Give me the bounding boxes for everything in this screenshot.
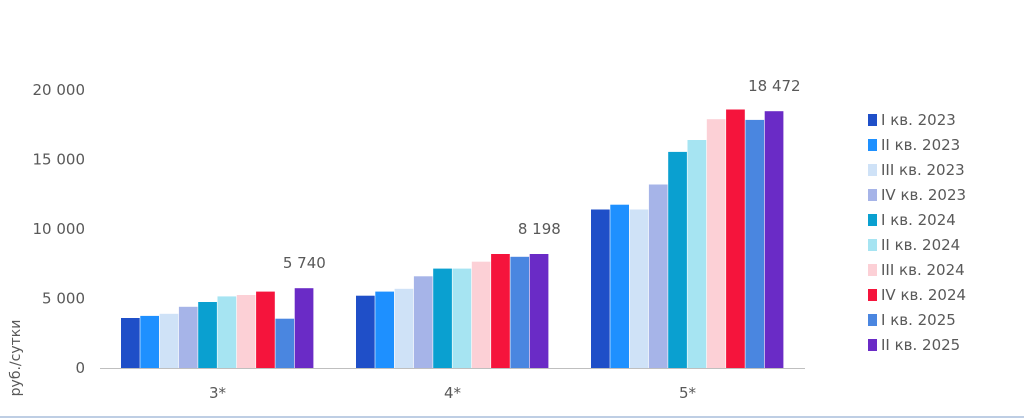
legend-label: IV кв. 2024 xyxy=(881,286,966,304)
bar xyxy=(764,111,784,368)
y-axis: 0 5 000 10 000 15 000 20 000 xyxy=(33,81,86,377)
bar xyxy=(275,318,295,368)
bar xyxy=(375,291,394,368)
bar xyxy=(294,288,314,368)
legend-swatch xyxy=(868,239,877,251)
y-tick-label: 10 000 xyxy=(33,220,86,238)
legend-swatch xyxy=(868,114,877,126)
bar xyxy=(394,288,414,368)
bar xyxy=(433,268,452,368)
bar xyxy=(236,295,256,368)
legend-swatch xyxy=(868,314,877,326)
legend-swatch xyxy=(868,189,877,201)
bar xyxy=(648,184,668,368)
legend-swatch xyxy=(868,264,877,276)
legend: I кв. 2023 II кв. 2023 III кв. 2023 IV кв. … xyxy=(868,111,966,354)
legend-swatch xyxy=(868,214,877,226)
bar xyxy=(178,306,198,368)
x-axis: 3* 4* 5* xyxy=(100,368,805,402)
legend-label: I кв. 2023 xyxy=(881,111,956,129)
bars xyxy=(121,109,784,369)
bar xyxy=(356,295,375,368)
legend-swatch xyxy=(868,164,877,176)
bar xyxy=(745,119,765,369)
x-tick-label: 3* xyxy=(209,384,227,402)
bar xyxy=(610,204,629,368)
bar xyxy=(687,140,707,368)
legend-swatch xyxy=(868,289,877,301)
y-tick-label: 5 000 xyxy=(42,290,85,308)
legend-label: I кв. 2025 xyxy=(881,311,956,329)
y-axis-label: руб./сутки xyxy=(8,320,24,397)
legend-label: III кв. 2024 xyxy=(881,261,965,279)
legend-label: IV кв. 2023 xyxy=(881,186,966,204)
data-label: 8 198 xyxy=(518,220,561,238)
bar xyxy=(159,313,179,368)
bar xyxy=(256,291,275,368)
legend-label: I кв. 2024 xyxy=(881,211,956,229)
data-label: 18 472 xyxy=(748,77,801,95)
y-tick-label: 20 000 xyxy=(33,81,86,99)
bar xyxy=(668,151,687,368)
legend-label: II кв. 2023 xyxy=(881,136,960,154)
data-label: 5 740 xyxy=(283,254,326,272)
bar xyxy=(413,276,433,368)
bar xyxy=(452,268,472,368)
legend-swatch xyxy=(868,339,877,351)
bar xyxy=(510,256,530,368)
x-tick-label: 4* xyxy=(444,384,462,402)
bar xyxy=(140,315,159,368)
bar xyxy=(491,254,510,368)
x-tick-label: 5* xyxy=(679,384,697,402)
bar xyxy=(471,261,491,368)
bar xyxy=(198,302,217,368)
legend-label: II кв. 2025 xyxy=(881,336,960,354)
y-tick-label: 15 000 xyxy=(33,151,86,169)
bar xyxy=(217,296,237,368)
data-labels: 5 740 8 198 18 472 xyxy=(283,77,801,272)
bar xyxy=(726,109,745,368)
bar xyxy=(591,209,610,368)
bar xyxy=(706,119,726,368)
legend-label: III кв. 2023 xyxy=(881,161,965,179)
bar xyxy=(629,209,649,368)
legend-swatch xyxy=(868,139,877,151)
bar xyxy=(529,254,549,368)
y-tick-label: 0 xyxy=(75,359,85,377)
legend-label: II кв. 2024 xyxy=(881,236,960,254)
bar xyxy=(121,318,140,368)
